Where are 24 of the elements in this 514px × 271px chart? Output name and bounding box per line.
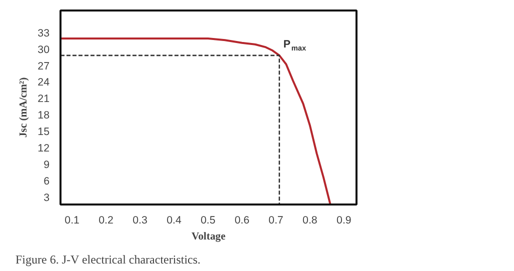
- y-axis-title: Jsc (mA/cm²): [18, 76, 30, 138]
- x-tick-label: 0.4: [166, 214, 182, 226]
- x-tick-label: 0.9: [336, 214, 352, 226]
- x-tick-label: 0.2: [98, 214, 114, 226]
- y-tick-label: 6: [44, 175, 50, 188]
- y-tick-label: 3: [44, 192, 50, 204]
- y-tick-label: 12: [38, 142, 50, 155]
- line-series: [60, 37, 332, 204]
- caption: Figure 6. J-V electrical characteristics.: [16, 252, 201, 266]
- x-axis-title: Voltage: [192, 232, 226, 242]
- y-tick-label: 9: [44, 158, 50, 171]
- x-tick-label: 0.6: [234, 214, 250, 226]
- x-tick-label: 0.7: [268, 214, 284, 226]
- y-tick-label: 18: [38, 110, 50, 122]
- y-tick-label: 21: [38, 93, 50, 106]
- y-tick-label: 33: [38, 27, 50, 40]
- y-tick-label: 24: [38, 76, 50, 89]
- y-tick-label: 30: [38, 44, 50, 56]
- x-tick-label: 0.1: [64, 214, 80, 226]
- x-tick-label: 0.5: [200, 214, 216, 226]
- x-tick-label: 0.3: [132, 214, 148, 226]
- y-tick-label: 27: [38, 60, 50, 72]
- y-tick-label: 15: [38, 126, 50, 138]
- x-tick-label: 0.8: [302, 214, 318, 226]
